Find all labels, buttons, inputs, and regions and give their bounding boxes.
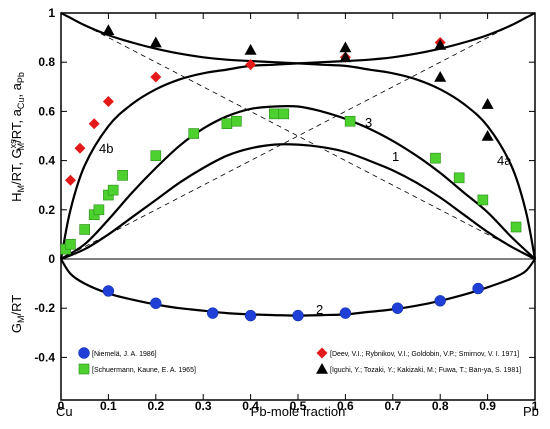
square-point bbox=[188, 128, 200, 139]
square-point bbox=[93, 204, 105, 216]
x-tick-label: 0.6 bbox=[337, 399, 354, 413]
series-1 bbox=[102, 282, 484, 322]
x-tick-label: 0.8 bbox=[432, 399, 449, 413]
diamond-point bbox=[150, 71, 162, 83]
square-point bbox=[510, 221, 522, 233]
circle-point bbox=[150, 297, 162, 310]
circle-point bbox=[292, 309, 304, 322]
triangle-point bbox=[102, 24, 115, 36]
diamond-point bbox=[102, 96, 114, 108]
square-point bbox=[79, 224, 90, 235]
diamond-point bbox=[88, 118, 100, 130]
square-point bbox=[65, 238, 76, 250]
triangle-point bbox=[339, 41, 352, 53]
x-tick-label: 0.4 bbox=[242, 399, 259, 413]
dashed-lines bbox=[60, 12, 536, 260]
triangle-point bbox=[149, 36, 162, 48]
square-point bbox=[221, 118, 233, 129]
data-points bbox=[60, 24, 522, 322]
plot-frame bbox=[60, 12, 536, 401]
square-point bbox=[344, 115, 356, 127]
triangle-point bbox=[244, 43, 257, 55]
model-curves bbox=[59, 12, 537, 317]
legend-label: [Iguchi, Y.; Tozaki, Y.; Kakizaki, M.; F… bbox=[330, 367, 521, 374]
x-tick-label: 0 bbox=[58, 399, 65, 413]
x-axis: 0 0.1 0.2 0.3 0.4 0.5 0.6 0.7 0.8 0.9 1 bbox=[58, 13, 539, 413]
square-point bbox=[430, 152, 441, 164]
square-point bbox=[268, 108, 280, 120]
curve-label-4b: 4b bbox=[99, 141, 113, 156]
legend-entry-2: [Schuermann, Kaune, E. A. 1965] bbox=[78, 363, 196, 375]
curve-label-2: 2 bbox=[316, 302, 323, 317]
curve-2 bbox=[60, 258, 536, 317]
circle-point bbox=[339, 307, 352, 319]
x-tick-label: 0.9 bbox=[479, 399, 496, 413]
square-point bbox=[278, 108, 290, 120]
curve-4a bbox=[60, 12, 537, 260]
series-4 bbox=[102, 24, 494, 141]
diamond-point bbox=[74, 142, 86, 154]
x-tick-label: 0.5 bbox=[290, 399, 307, 413]
dashed-line-2 bbox=[60, 12, 536, 260]
circle-point bbox=[102, 285, 115, 297]
x-tick-label: 1 bbox=[532, 399, 539, 413]
triangle-point bbox=[434, 38, 447, 50]
series-2 bbox=[60, 108, 522, 255]
x-tick-label: 0.3 bbox=[195, 399, 212, 413]
circle-point bbox=[244, 309, 257, 322]
triangle-point bbox=[481, 130, 494, 141]
legend: [Niemelä, J. A. 1986] [Schuermann, Kaune,… bbox=[78, 347, 521, 375]
x-tick-label: 0.1 bbox=[100, 399, 117, 413]
diamond-point bbox=[245, 59, 257, 71]
triangle-point bbox=[481, 98, 494, 109]
legend-marker bbox=[78, 363, 90, 375]
square-point bbox=[231, 115, 242, 127]
legend-marker bbox=[316, 347, 328, 359]
y-axis-title-bottom: GM/RT bbox=[9, 295, 26, 333]
y-tick-label: 0 bbox=[48, 252, 55, 266]
y-axis: 1 0.8 0.6 0.4 0.2 0 -0.2 -0.4 bbox=[34, 6, 535, 364]
curve-3 bbox=[60, 104, 536, 260]
circle-point bbox=[434, 295, 446, 307]
y-tick-label: -0.4 bbox=[34, 350, 55, 364]
y-tick-label: 1 bbox=[48, 6, 55, 20]
legend-marker bbox=[78, 347, 90, 359]
y-tick-label: 0.8 bbox=[38, 55, 55, 69]
dashed-line-1 bbox=[60, 12, 536, 260]
y-axis-title-top: HM/RT, GxsM/RT, aCu, aPb bbox=[8, 72, 26, 202]
curve-label-1: 1 bbox=[392, 149, 399, 164]
y-tick-label: 0.6 bbox=[38, 104, 55, 118]
square-point bbox=[117, 170, 128, 181]
y-tick-label: 0.4 bbox=[38, 154, 55, 168]
legend-marker bbox=[316, 363, 328, 374]
y-tick-label: 0.2 bbox=[38, 203, 55, 217]
end-label-pb: Pb bbox=[523, 404, 539, 419]
end-label-cu: Cu bbox=[56, 404, 73, 419]
square-point bbox=[477, 194, 489, 206]
legend-label: [Niemelä, J. A. 1986] bbox=[92, 351, 157, 358]
y-tick-label: -0.2 bbox=[34, 301, 55, 315]
circle-point bbox=[391, 302, 404, 314]
square-point bbox=[453, 172, 465, 184]
legend-entry-4: [Iguchi, Y.; Tozaki, Y.; Kakizaki, M.; F… bbox=[316, 363, 521, 374]
square-point bbox=[107, 184, 119, 196]
circle-point bbox=[472, 282, 484, 295]
circle-point bbox=[206, 307, 219, 319]
legend-entry-1: [Niemelä, J. A. 1986] bbox=[78, 347, 157, 359]
triangle-point bbox=[339, 51, 352, 63]
triangle-point bbox=[434, 70, 447, 82]
curve-labels: 1 2 3 4a 4b bbox=[99, 115, 512, 317]
diamond-point bbox=[64, 174, 76, 186]
curve-1 bbox=[60, 143, 536, 261]
x-axis-title: Pb-mole fraction bbox=[251, 404, 346, 419]
x-tick-label: 0.7 bbox=[384, 399, 401, 413]
legend-label: [Schuermann, Kaune, E. A. 1965] bbox=[92, 367, 196, 374]
legend-entry-3: [Deev, V.I.; Rybnikov, V.I.; Goldobin, V… bbox=[316, 347, 519, 359]
curve-label-3: 3 bbox=[365, 115, 372, 130]
curve-label-4a: 4a bbox=[497, 153, 512, 168]
square-point bbox=[150, 150, 162, 161]
x-tick-label: 0.2 bbox=[147, 399, 164, 413]
legend-label: [Deev, V.I.; Rybnikov, V.I.; Goldobin, V… bbox=[330, 351, 519, 358]
